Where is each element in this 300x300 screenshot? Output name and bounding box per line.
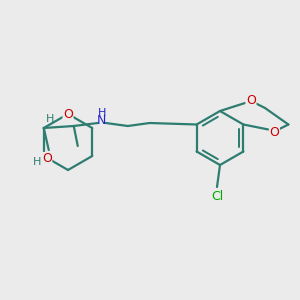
Text: H: H — [33, 157, 41, 167]
Text: O: O — [269, 126, 279, 139]
Text: O: O — [246, 94, 256, 106]
Text: H: H — [46, 114, 54, 124]
Text: O: O — [42, 152, 52, 166]
Text: O: O — [63, 107, 73, 121]
Text: H: H — [98, 108, 106, 118]
Text: N: N — [97, 115, 106, 128]
Text: Cl: Cl — [211, 190, 223, 203]
